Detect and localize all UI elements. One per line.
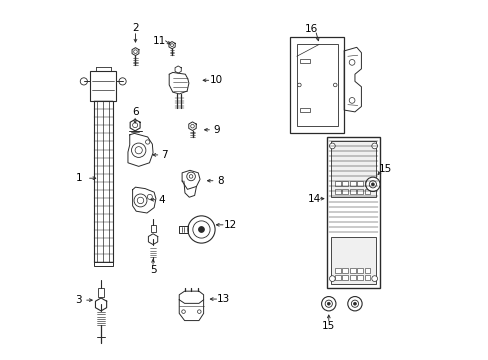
Text: 3: 3 [75,295,82,305]
Circle shape [329,276,335,282]
Bar [364,275,370,280]
Circle shape [170,44,173,46]
Circle shape [186,172,195,181]
Bar [334,275,340,280]
Text: 10: 10 [209,75,223,85]
Circle shape [190,125,194,128]
Circle shape [132,123,137,128]
Circle shape [182,310,185,314]
Bar [326,137,379,288]
Text: 8: 8 [216,176,223,186]
Circle shape [145,140,149,144]
Bar [364,181,370,186]
Bar [342,181,347,186]
Circle shape [187,216,215,243]
Circle shape [371,276,377,282]
Text: 4: 4 [158,195,164,205]
Bar [296,44,337,126]
Bar [330,237,375,284]
Text: 1: 1 [75,173,82,183]
Bar [342,267,347,273]
Text: 15: 15 [378,164,391,174]
Circle shape [325,300,332,307]
Bar [357,181,362,186]
Circle shape [134,194,147,207]
Text: 16: 16 [305,24,318,34]
Bar [90,71,116,101]
Text: 13: 13 [217,294,230,304]
Circle shape [351,300,358,307]
Circle shape [353,302,356,305]
Text: 2: 2 [132,23,139,33]
Bar [300,108,310,112]
Bar [342,189,347,194]
Circle shape [189,175,192,178]
Circle shape [147,194,152,199]
Bar [349,189,355,194]
Bar [150,225,155,232]
Bar [98,288,104,297]
Bar [334,267,340,273]
Text: 7: 7 [161,150,168,160]
Bar [349,181,355,186]
Text: 14: 14 [307,194,321,204]
Circle shape [348,98,354,103]
Text: 5: 5 [149,265,156,275]
Circle shape [131,143,145,157]
Circle shape [197,310,201,314]
Circle shape [333,83,336,87]
Bar [349,275,355,280]
Bar [334,189,340,194]
Bar [357,275,362,280]
Circle shape [192,221,210,238]
Circle shape [135,147,142,154]
Circle shape [198,226,204,232]
Text: 15: 15 [322,321,335,331]
Circle shape [326,302,329,305]
Circle shape [137,197,143,204]
Circle shape [371,183,373,186]
Bar [334,181,340,186]
Circle shape [297,83,301,87]
Circle shape [321,297,335,311]
Bar [364,189,370,194]
Bar [342,275,347,280]
Circle shape [329,143,335,149]
Circle shape [368,181,376,188]
Circle shape [348,59,354,65]
Text: 11: 11 [153,36,166,46]
Bar [364,267,370,273]
Circle shape [119,78,126,85]
Circle shape [80,78,87,85]
Circle shape [347,297,362,311]
Text: 6: 6 [132,107,138,117]
Bar [94,262,112,266]
Bar [330,141,375,197]
Circle shape [133,50,137,53]
Text: 9: 9 [213,125,220,135]
Bar [357,267,362,273]
Bar [300,59,310,63]
Circle shape [365,177,379,192]
Text: 12: 12 [224,220,237,230]
Bar [290,37,344,134]
Bar [349,267,355,273]
Circle shape [371,143,377,149]
Bar [357,189,362,194]
